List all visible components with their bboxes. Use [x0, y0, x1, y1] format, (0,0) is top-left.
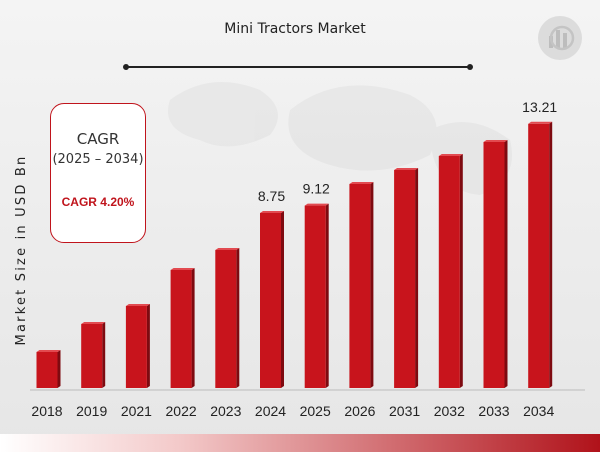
y-axis-label: Market Size in USD Bn	[14, 155, 29, 346]
x-tick-label: 2025	[300, 403, 331, 419]
bar-top-2033	[483, 140, 508, 142]
x-tick-label: 2024	[255, 403, 286, 419]
title-underline-left-dot	[123, 64, 129, 70]
bar-top-2018	[36, 350, 61, 352]
bar-side-2031	[415, 168, 419, 388]
cagr-value: CAGR 4.20%	[61, 195, 135, 209]
title-underline-right-dot	[467, 64, 473, 70]
bar-2023	[215, 250, 237, 388]
bar-top-2021	[125, 304, 150, 306]
cagr-title: CAGR	[76, 130, 120, 148]
cagr-period: (2025 – 2034)	[52, 152, 144, 167]
bar-top-2031	[394, 168, 419, 170]
x-tick-label: 2018	[31, 403, 62, 419]
bar-2032	[438, 156, 460, 388]
bottom-accent-stripe	[0, 434, 600, 452]
bar-side-2025	[325, 203, 329, 388]
bar-side-2026	[370, 182, 374, 388]
bar-2025	[304, 205, 326, 388]
bar-2024	[260, 213, 281, 388]
bar-top-2022	[170, 268, 195, 270]
data-label: 13.21	[522, 99, 557, 115]
x-tick-label: 2026	[344, 403, 375, 419]
brand-logo-icon	[538, 16, 582, 60]
bar-2021	[125, 306, 147, 388]
bar-side-2033	[504, 140, 508, 388]
bar-side-2023	[236, 248, 240, 388]
bar-side-2024	[281, 211, 284, 388]
x-tick-label: 2019	[76, 403, 107, 419]
x-tick-label: 2021	[121, 403, 152, 419]
bar-top-2032	[438, 154, 463, 156]
bar-2018	[36, 352, 58, 388]
bar-side-2018	[57, 350, 61, 388]
bar-2031	[394, 170, 416, 388]
x-tick-label: 2022	[166, 403, 197, 419]
bar-top-2034	[528, 121, 553, 124]
bar-2034	[528, 123, 550, 389]
x-tick-label: 2023	[210, 403, 241, 419]
x-tick-label: 2032	[434, 403, 465, 419]
data-label: 8.75	[258, 188, 285, 204]
bar-2019	[81, 324, 103, 388]
chart-title: Mini Tractors Market	[224, 21, 366, 37]
bar-side-2032	[459, 154, 463, 388]
bar-2022	[170, 270, 192, 388]
world-map-watermark	[168, 82, 512, 195]
bar-top-2025	[304, 203, 329, 206]
bar-side-2034	[549, 121, 553, 389]
bar-top-2024	[260, 211, 284, 213]
bar-side-2021	[146, 304, 150, 388]
bar-series: 2018 2019 2021 2022 2023 2024 8.75 2025 9.12 2026…	[31, 99, 557, 419]
bar-side-2022	[191, 268, 195, 388]
data-label: 9.12	[303, 181, 330, 197]
bar-2033	[483, 142, 505, 388]
bar-side-2019	[102, 322, 106, 388]
x-tick-label: 2033	[478, 403, 509, 419]
bar-top-2019	[81, 322, 106, 324]
x-tick-label: 2034	[523, 403, 554, 419]
bar-top-2023	[215, 248, 240, 250]
bar-top-2026	[349, 182, 374, 184]
x-tick-label: 2031	[389, 403, 420, 419]
bar-2026	[349, 184, 371, 388]
cagr-callout: CAGR (2025 – 2034) CAGR 4.20%	[50, 103, 146, 243]
